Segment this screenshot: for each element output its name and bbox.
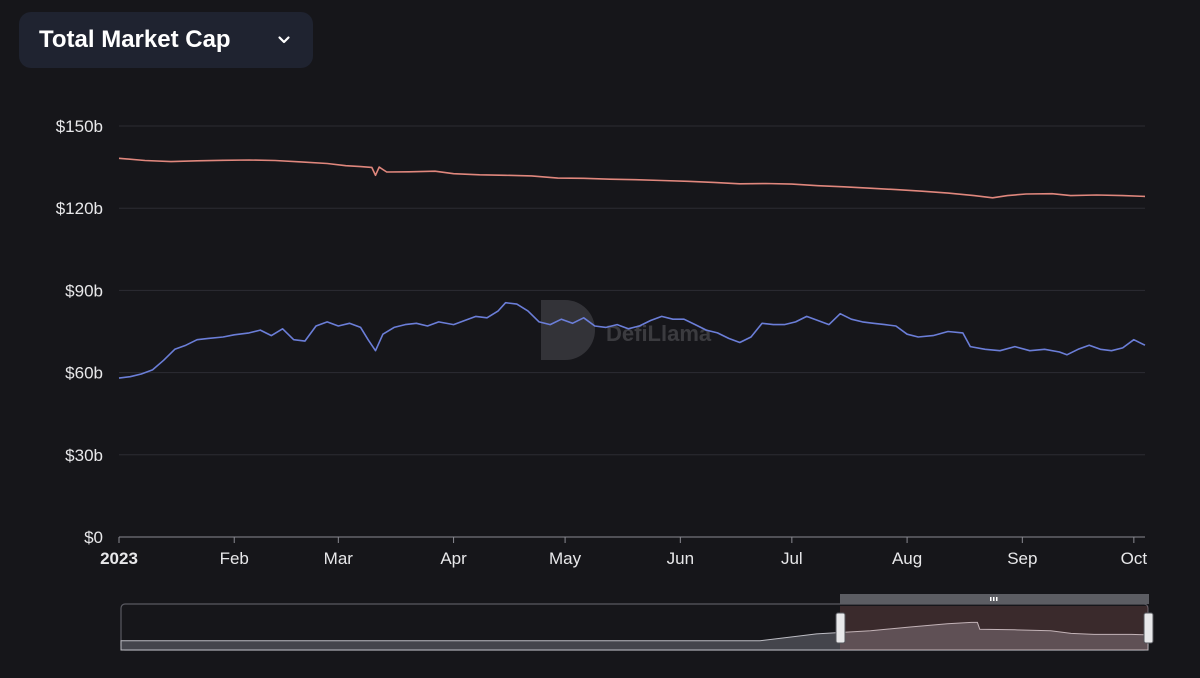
x-tick-label: Feb — [220, 549, 249, 568]
y-tick-label: $0 — [84, 528, 103, 547]
y-axis: $0 $30b $60b $90b $120b $150b — [56, 117, 103, 547]
defillama-logo-icon — [541, 300, 595, 360]
x-axis: 2023 Feb Mar Apr May Jun Jul Aug Sep Oct — [100, 536, 1148, 568]
metric-selector-button[interactable]: Total Market Cap — [19, 12, 313, 68]
x-tick-label: 2023 — [100, 549, 138, 568]
brush-handle-left[interactable] — [835, 612, 846, 644]
grip-icon — [993, 597, 995, 601]
metric-selector-label: Total Market Cap — [39, 26, 231, 53]
x-tick-label: Jun — [667, 549, 694, 568]
defillama-watermark: DefiLlama — [541, 300, 712, 360]
x-tick-label: Apr — [440, 549, 467, 568]
gridlines — [119, 125, 1145, 538]
x-tick-label: Aug — [892, 549, 922, 568]
watermark-text: DefiLlama — [606, 321, 712, 346]
y-tick-label: $60b — [65, 364, 103, 383]
y-tick-label: $120b — [56, 199, 103, 218]
x-tick-label: May — [549, 549, 582, 568]
y-tick-label: $150b — [56, 117, 103, 136]
series-line-1 — [118, 157, 1146, 199]
y-tick-label: $30b — [65, 446, 103, 465]
range-brush — [120, 594, 1154, 651]
chevron-down-icon — [278, 36, 290, 44]
x-tick-label: Sep — [1007, 549, 1037, 568]
series-lines — [118, 157, 1146, 379]
series-line-2 — [118, 301, 1146, 379]
brush-selection[interactable] — [840, 606, 1148, 650]
x-tick-label: Jul — [781, 549, 803, 568]
brush-handle-right[interactable] — [1143, 612, 1154, 644]
grip-icon — [990, 597, 992, 601]
brush-overview-area — [120, 621, 1149, 651]
x-tick-label: Mar — [324, 549, 354, 568]
y-tick-label: $90b — [65, 281, 103, 300]
x-tick-label: Oct — [1121, 549, 1148, 568]
grip-icon — [996, 597, 998, 601]
